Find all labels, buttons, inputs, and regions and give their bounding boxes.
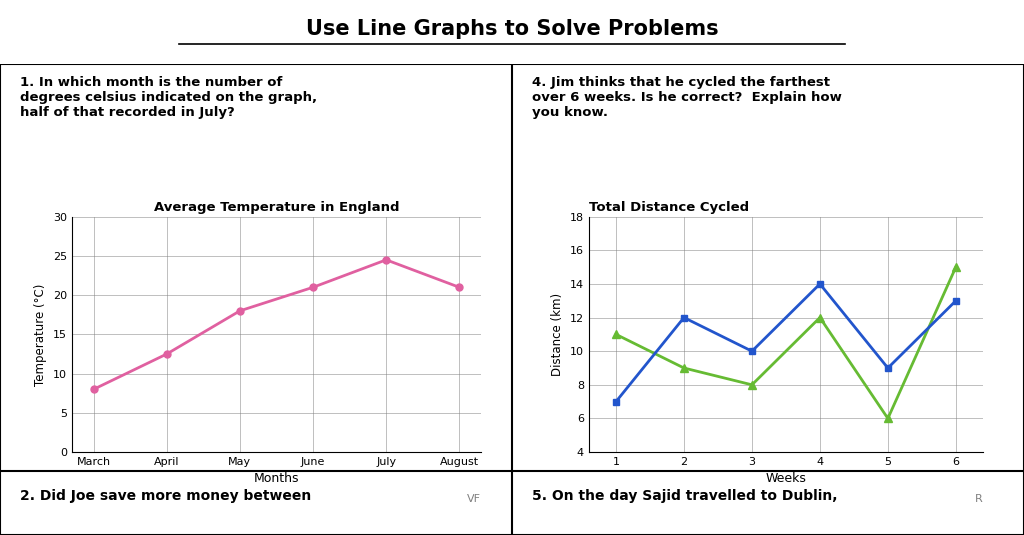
X-axis label: Weeks: Weeks [766,472,806,485]
Jim [610,331,623,338]
Kay [882,365,894,371]
Line: Kay: Kay [612,280,959,405]
Kay [745,348,758,354]
Line: Jim: Jim [611,263,961,423]
X-axis label: Months: Months [254,472,299,485]
Text: R: R [975,494,983,504]
Y-axis label: Distance (km): Distance (km) [551,293,564,376]
Kay [610,399,623,405]
Title: Average Temperature in England: Average Temperature in England [154,201,399,214]
Text: 2. Did Joe save more money between: 2. Did Joe save more money between [20,490,311,503]
Jim [814,315,826,321]
Kay [949,297,962,304]
Kay [814,281,826,287]
Jim [678,365,690,371]
Jim [745,381,758,388]
Y-axis label: Temperature (°C): Temperature (°C) [34,283,47,386]
Text: 4. Jim thinks that he cycled the farthest
over 6 weeks. Is he correct?  Explain : 4. Jim thinks that he cycled the farthes… [532,77,843,119]
Text: 5. On the day Sajid travelled to Dublin,: 5. On the day Sajid travelled to Dublin, [532,490,838,503]
Text: 1. In which month is the number of
degrees celsius indicated on the graph,
half : 1. In which month is the number of degre… [20,77,317,119]
Jim [882,415,894,422]
Text: Use Line Graphs to Solve Problems: Use Line Graphs to Solve Problems [306,19,718,39]
Text: Total Distance Cycled: Total Distance Cycled [589,201,749,214]
Kay [678,315,690,321]
Text: VF: VF [467,494,481,504]
Jim [949,264,962,270]
